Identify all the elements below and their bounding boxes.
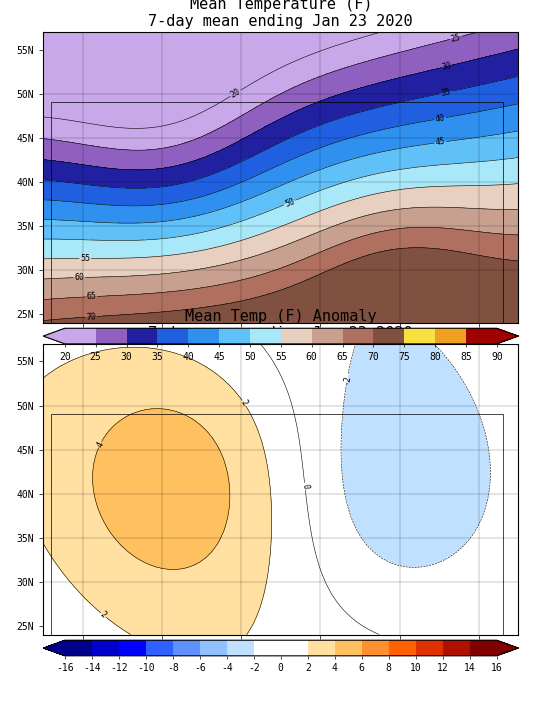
Text: 70: 70 — [86, 312, 97, 322]
Text: 25: 25 — [450, 32, 462, 43]
Text: 2: 2 — [239, 398, 249, 408]
Text: 20: 20 — [229, 86, 242, 99]
PathPatch shape — [497, 328, 518, 344]
Title: Mean Temp (F) Anomaly
7-day mean ending Jan 23 2020: Mean Temp (F) Anomaly 7-day mean ending … — [148, 309, 413, 341]
Text: 4: 4 — [95, 440, 105, 449]
Text: 55: 55 — [80, 254, 90, 263]
Text: 40: 40 — [435, 113, 446, 124]
Text: 30: 30 — [440, 61, 452, 72]
Title: Mean Temperature (F)
7-day mean ending Jan 23 2020: Mean Temperature (F) 7-day mean ending J… — [148, 0, 413, 29]
Text: 65: 65 — [86, 292, 97, 301]
PathPatch shape — [497, 640, 518, 656]
Text: 50: 50 — [284, 196, 296, 208]
PathPatch shape — [43, 328, 65, 344]
Text: 45: 45 — [435, 137, 446, 147]
Text: 35: 35 — [441, 87, 452, 98]
Text: 0: 0 — [300, 484, 309, 489]
Text: 2: 2 — [99, 610, 108, 620]
PathPatch shape — [43, 640, 65, 656]
Text: -2: -2 — [342, 374, 353, 385]
Text: 60: 60 — [74, 273, 84, 282]
